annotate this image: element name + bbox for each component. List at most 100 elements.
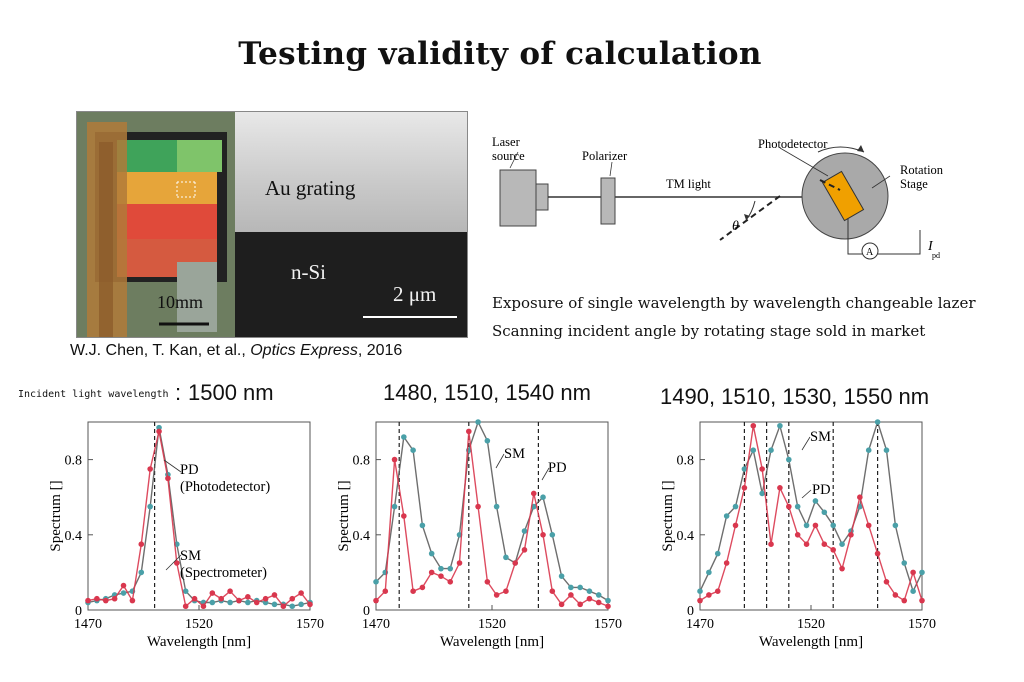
annotation-label: SM xyxy=(180,548,201,564)
x-tick-label: 1520 xyxy=(185,617,213,632)
x-axis-label: Wavelength [nm] xyxy=(147,634,251,650)
spectrum-chart-1490-1510-1530-1550: 1470 1520 1570 0 0.4 0.8 Wavelength [nm] Spectr… xyxy=(660,419,936,650)
citation-year: , 2016 xyxy=(357,342,403,359)
data-point-pd xyxy=(165,475,171,482)
data-point-pd xyxy=(182,603,189,610)
annotation-label: PD xyxy=(548,460,567,476)
data-point-pd xyxy=(768,541,774,547)
data-point-pd xyxy=(794,532,801,538)
data-point-sm xyxy=(428,550,435,557)
data-point-sm xyxy=(821,509,828,516)
y-tick-label: 0 xyxy=(687,604,694,619)
data-point-pd xyxy=(111,595,118,602)
data-point-pd xyxy=(209,590,216,596)
polarizer-label: Polarizer xyxy=(582,149,628,163)
data-point-pd xyxy=(438,573,444,579)
y-tick-label: 0.4 xyxy=(353,529,371,544)
data-point-pd xyxy=(138,541,145,547)
x-tick-label: 1520 xyxy=(797,617,825,632)
data-point-sm xyxy=(209,599,216,606)
angle-dashed-line xyxy=(719,195,781,241)
series-line-pd xyxy=(699,425,923,602)
data-point-pd xyxy=(447,579,454,585)
data-point-sm xyxy=(605,597,611,604)
plot-frame xyxy=(87,421,311,611)
data-point-pd xyxy=(786,503,792,510)
device-photo-left: 10mm xyxy=(77,112,235,337)
setup-diagram: A Laser source Polarizer TM light Photod… xyxy=(492,135,944,260)
y-axis-label: Spectrum [] xyxy=(336,480,352,551)
photo-scale-label: 10mm xyxy=(157,292,204,312)
data-point-pd xyxy=(253,599,260,606)
laser-label-line2: source xyxy=(492,149,525,163)
data-point-pd xyxy=(129,597,136,604)
data-point-sm xyxy=(245,599,251,606)
data-point-sm xyxy=(521,528,528,534)
spectrum-chart-1500: 1470 1520 1570 0 0.4 0.8 Wavelength [nm] Spectr… xyxy=(48,421,324,650)
data-point-sm xyxy=(595,592,602,598)
x-tick-label: 1570 xyxy=(296,617,324,632)
data-point-sm xyxy=(289,603,296,610)
annotation-leader xyxy=(541,467,550,481)
data-point-sm xyxy=(484,438,491,444)
data-point-pd xyxy=(85,597,91,604)
data-point-sm xyxy=(298,601,304,608)
data-point-pd xyxy=(901,597,908,604)
slide-title: Testing validity of calculation xyxy=(238,36,762,72)
data-point-pd xyxy=(298,590,304,596)
data-point-pd xyxy=(191,595,198,602)
polarizer-icon xyxy=(600,177,616,225)
data-point-sm xyxy=(503,554,509,561)
data-point-sm xyxy=(182,588,189,594)
data-point-pd xyxy=(484,579,491,585)
data-point-pd xyxy=(245,594,251,600)
data-point-pd xyxy=(391,456,398,463)
data-point-pd xyxy=(218,595,224,602)
data-point-pd xyxy=(521,547,528,553)
annotation-leader xyxy=(801,489,812,499)
sem-au-layer xyxy=(235,112,467,232)
data-point-sm xyxy=(794,503,801,510)
data-point-sm xyxy=(540,494,546,500)
chart3-title: 1490, 1510, 1530, 1550 nm xyxy=(660,384,930,409)
annotation-label: PD xyxy=(180,462,199,478)
ammeter-label: A xyxy=(866,247,874,258)
plot-frame xyxy=(375,421,609,611)
data-point-pd xyxy=(512,560,518,566)
data-point-pd xyxy=(262,595,269,602)
laser-source-icon xyxy=(499,169,537,227)
annotation-leader xyxy=(495,453,505,469)
data-point-sm xyxy=(391,503,398,510)
data-point-pd xyxy=(493,592,500,598)
annotation-label: (Spectrometer) xyxy=(180,565,267,581)
data-point-pd xyxy=(741,485,748,491)
data-point-pd xyxy=(697,597,703,604)
current-label: I xyxy=(927,239,934,254)
data-point-pd xyxy=(410,588,416,594)
x-axis-label: Wavelength [nm] xyxy=(759,634,863,650)
data-point-pd xyxy=(595,599,602,606)
data-point-pd xyxy=(777,485,783,491)
device-photo-illustration xyxy=(77,112,235,337)
data-point-pd xyxy=(120,582,127,589)
data-point-sm xyxy=(586,588,593,594)
data-point-pd xyxy=(147,466,153,472)
data-point-sm xyxy=(419,522,426,529)
chart2-title: 1480, 1510, 1540 nm xyxy=(383,380,591,405)
data-point-sm xyxy=(227,599,233,606)
y-tick-label: 0 xyxy=(363,604,370,619)
data-point-pd xyxy=(910,569,916,576)
data-point-pd xyxy=(174,560,180,566)
data-point-sm xyxy=(706,569,712,576)
data-point-pd xyxy=(568,592,574,598)
au-grating-label: Au grating xyxy=(265,176,356,200)
data-point-sm xyxy=(373,579,379,585)
data-point-pd xyxy=(848,532,854,538)
data-point-sm xyxy=(493,503,500,510)
annotation-label: PD xyxy=(812,482,831,498)
data-point-pd xyxy=(307,601,313,608)
sem-si-layer xyxy=(235,232,467,337)
data-point-pd xyxy=(714,588,721,594)
note-exposure: Exposure of single wavelength by wavelen… xyxy=(492,294,976,312)
data-point-sm xyxy=(438,565,444,572)
